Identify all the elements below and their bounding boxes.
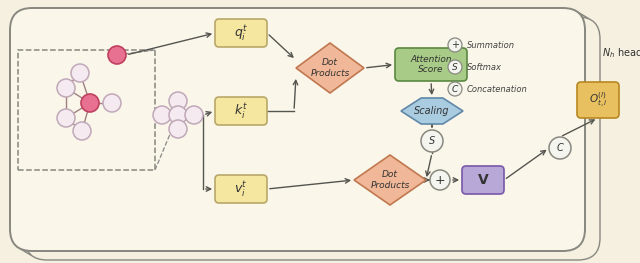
FancyBboxPatch shape: [215, 97, 267, 125]
Text: $O_{t,i}^{(l)}$: $O_{t,i}^{(l)}$: [589, 90, 607, 110]
FancyBboxPatch shape: [20, 14, 595, 257]
FancyBboxPatch shape: [462, 166, 504, 194]
Text: Softmax: Softmax: [467, 63, 502, 72]
Circle shape: [153, 106, 171, 124]
Text: C: C: [452, 84, 458, 94]
FancyBboxPatch shape: [15, 11, 590, 254]
Circle shape: [549, 137, 571, 159]
Circle shape: [169, 106, 187, 124]
Circle shape: [448, 38, 462, 52]
FancyBboxPatch shape: [10, 8, 585, 251]
Text: $N_h$ heads: $N_h$ heads: [602, 46, 640, 60]
Circle shape: [108, 46, 126, 64]
Text: $k_i^t$: $k_i^t$: [234, 101, 248, 121]
Circle shape: [81, 94, 99, 112]
Polygon shape: [354, 155, 426, 205]
Text: +: +: [451, 40, 459, 50]
Circle shape: [57, 79, 75, 97]
Text: Attention
Score: Attention Score: [410, 55, 452, 74]
Circle shape: [103, 94, 121, 112]
Text: Summation: Summation: [467, 41, 515, 49]
Polygon shape: [401, 98, 463, 124]
Text: $q_i^t$: $q_i^t$: [234, 23, 248, 43]
Text: S: S: [429, 136, 435, 146]
Circle shape: [448, 82, 462, 96]
Circle shape: [71, 64, 89, 82]
Polygon shape: [296, 43, 364, 93]
Text: V: V: [477, 173, 488, 187]
Text: $v_i^t$: $v_i^t$: [234, 179, 248, 199]
Text: S: S: [452, 63, 458, 72]
Text: Concatenation: Concatenation: [467, 84, 528, 94]
FancyBboxPatch shape: [577, 82, 619, 118]
FancyBboxPatch shape: [25, 17, 600, 260]
FancyBboxPatch shape: [215, 19, 267, 47]
Circle shape: [421, 130, 443, 152]
Text: +: +: [435, 174, 445, 186]
Circle shape: [169, 92, 187, 110]
Text: Dot
Products: Dot Products: [310, 58, 349, 78]
Text: Dot
Products: Dot Products: [371, 170, 410, 190]
Circle shape: [169, 120, 187, 138]
Circle shape: [73, 122, 91, 140]
FancyBboxPatch shape: [215, 175, 267, 203]
Circle shape: [430, 170, 450, 190]
Circle shape: [448, 60, 462, 74]
FancyBboxPatch shape: [395, 48, 467, 81]
Text: Scaling: Scaling: [414, 106, 450, 116]
Circle shape: [57, 109, 75, 127]
Text: C: C: [557, 143, 563, 153]
Circle shape: [185, 106, 203, 124]
